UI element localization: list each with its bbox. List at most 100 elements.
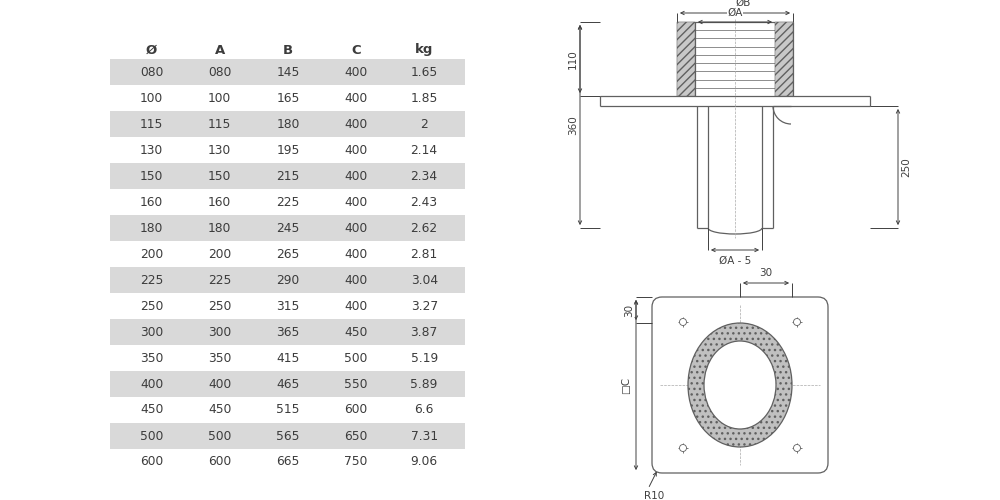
Text: 080: 080 xyxy=(140,66,163,78)
Circle shape xyxy=(680,444,686,452)
Text: 290: 290 xyxy=(276,274,300,286)
Text: 400: 400 xyxy=(344,274,368,286)
Text: 165: 165 xyxy=(276,92,300,104)
Text: 30: 30 xyxy=(759,268,773,278)
Text: R10: R10 xyxy=(644,491,664,500)
Bar xyxy=(110,59,465,85)
Text: 080: 080 xyxy=(208,66,231,78)
Text: 115: 115 xyxy=(208,118,231,130)
Text: 160: 160 xyxy=(140,196,163,208)
Bar xyxy=(110,111,465,137)
Text: 130: 130 xyxy=(208,144,231,156)
Text: 400: 400 xyxy=(344,196,368,208)
Text: 400: 400 xyxy=(140,378,163,390)
Text: 400: 400 xyxy=(344,222,368,234)
Text: 650: 650 xyxy=(344,430,368,442)
Text: 1.85: 1.85 xyxy=(410,92,438,104)
Text: 500: 500 xyxy=(344,352,368,364)
Bar xyxy=(110,215,465,241)
Text: 7.31: 7.31 xyxy=(411,430,438,442)
Bar xyxy=(110,189,465,215)
Text: 3.87: 3.87 xyxy=(411,326,438,338)
Text: 400: 400 xyxy=(344,66,368,78)
Bar xyxy=(110,449,465,475)
Bar xyxy=(110,423,465,449)
Text: 225: 225 xyxy=(208,274,231,286)
Text: 250: 250 xyxy=(901,157,911,177)
Text: 130: 130 xyxy=(140,144,163,156)
Text: 550: 550 xyxy=(344,378,368,390)
Text: 400: 400 xyxy=(344,170,368,182)
Text: 265: 265 xyxy=(276,248,300,260)
Text: 450: 450 xyxy=(344,326,368,338)
Text: B: B xyxy=(283,44,293,57)
Text: 465: 465 xyxy=(276,378,300,390)
Text: 1.65: 1.65 xyxy=(411,66,438,78)
Circle shape xyxy=(794,318,800,326)
Text: 110: 110 xyxy=(568,49,578,69)
Text: 665: 665 xyxy=(276,456,300,468)
Text: 180: 180 xyxy=(140,222,163,234)
Text: 200: 200 xyxy=(208,248,231,260)
Text: 195: 195 xyxy=(276,144,300,156)
Text: 100: 100 xyxy=(208,92,231,104)
Text: 225: 225 xyxy=(140,274,163,286)
Text: 2: 2 xyxy=(420,118,428,130)
Text: C: C xyxy=(351,44,361,57)
Text: 2.81: 2.81 xyxy=(411,248,438,260)
Text: 600: 600 xyxy=(140,456,163,468)
Text: 2.34: 2.34 xyxy=(411,170,438,182)
Text: kg: kg xyxy=(415,44,433,57)
Bar xyxy=(110,397,465,423)
Text: 600: 600 xyxy=(208,456,231,468)
Text: 450: 450 xyxy=(208,404,231,416)
Text: 5.19: 5.19 xyxy=(411,352,438,364)
Text: 400: 400 xyxy=(344,118,368,130)
Text: 365: 365 xyxy=(276,326,300,338)
Text: 515: 515 xyxy=(276,404,300,416)
Text: 400: 400 xyxy=(344,248,368,260)
Text: 400: 400 xyxy=(208,378,231,390)
Text: 3.27: 3.27 xyxy=(411,300,438,312)
Text: 500: 500 xyxy=(208,430,231,442)
Text: 2.14: 2.14 xyxy=(411,144,438,156)
Text: 400: 400 xyxy=(344,300,368,312)
Text: 415: 415 xyxy=(276,352,300,364)
Text: 750: 750 xyxy=(344,456,368,468)
FancyBboxPatch shape xyxy=(652,297,828,473)
Text: 215: 215 xyxy=(276,170,300,182)
Text: 400: 400 xyxy=(344,144,368,156)
Text: 30: 30 xyxy=(624,304,634,316)
Text: 350: 350 xyxy=(208,352,231,364)
Bar xyxy=(110,371,465,397)
Text: 315: 315 xyxy=(276,300,300,312)
Text: A: A xyxy=(215,44,225,57)
Bar xyxy=(110,267,465,293)
Text: 500: 500 xyxy=(140,430,163,442)
Text: 450: 450 xyxy=(140,404,163,416)
Text: 180: 180 xyxy=(208,222,231,234)
Text: Ø: Ø xyxy=(146,44,157,57)
Bar xyxy=(110,137,465,163)
Polygon shape xyxy=(775,22,793,96)
Ellipse shape xyxy=(704,341,776,429)
Text: 2.62: 2.62 xyxy=(411,222,438,234)
Text: 2.43: 2.43 xyxy=(411,196,438,208)
Text: 565: 565 xyxy=(276,430,300,442)
Text: 300: 300 xyxy=(140,326,163,338)
Text: 360: 360 xyxy=(568,115,578,135)
Text: 200: 200 xyxy=(140,248,163,260)
Text: 400: 400 xyxy=(344,92,368,104)
Bar xyxy=(110,293,465,319)
Bar xyxy=(110,163,465,189)
Text: 150: 150 xyxy=(208,170,231,182)
Text: 5.89: 5.89 xyxy=(410,378,438,390)
Text: ØB: ØB xyxy=(735,0,751,8)
Text: ØA - 5: ØA - 5 xyxy=(719,256,751,266)
Text: 350: 350 xyxy=(140,352,163,364)
Text: □C: □C xyxy=(621,376,631,394)
Text: 600: 600 xyxy=(344,404,368,416)
Text: 300: 300 xyxy=(208,326,231,338)
Text: 250: 250 xyxy=(140,300,163,312)
Text: 245: 245 xyxy=(276,222,300,234)
